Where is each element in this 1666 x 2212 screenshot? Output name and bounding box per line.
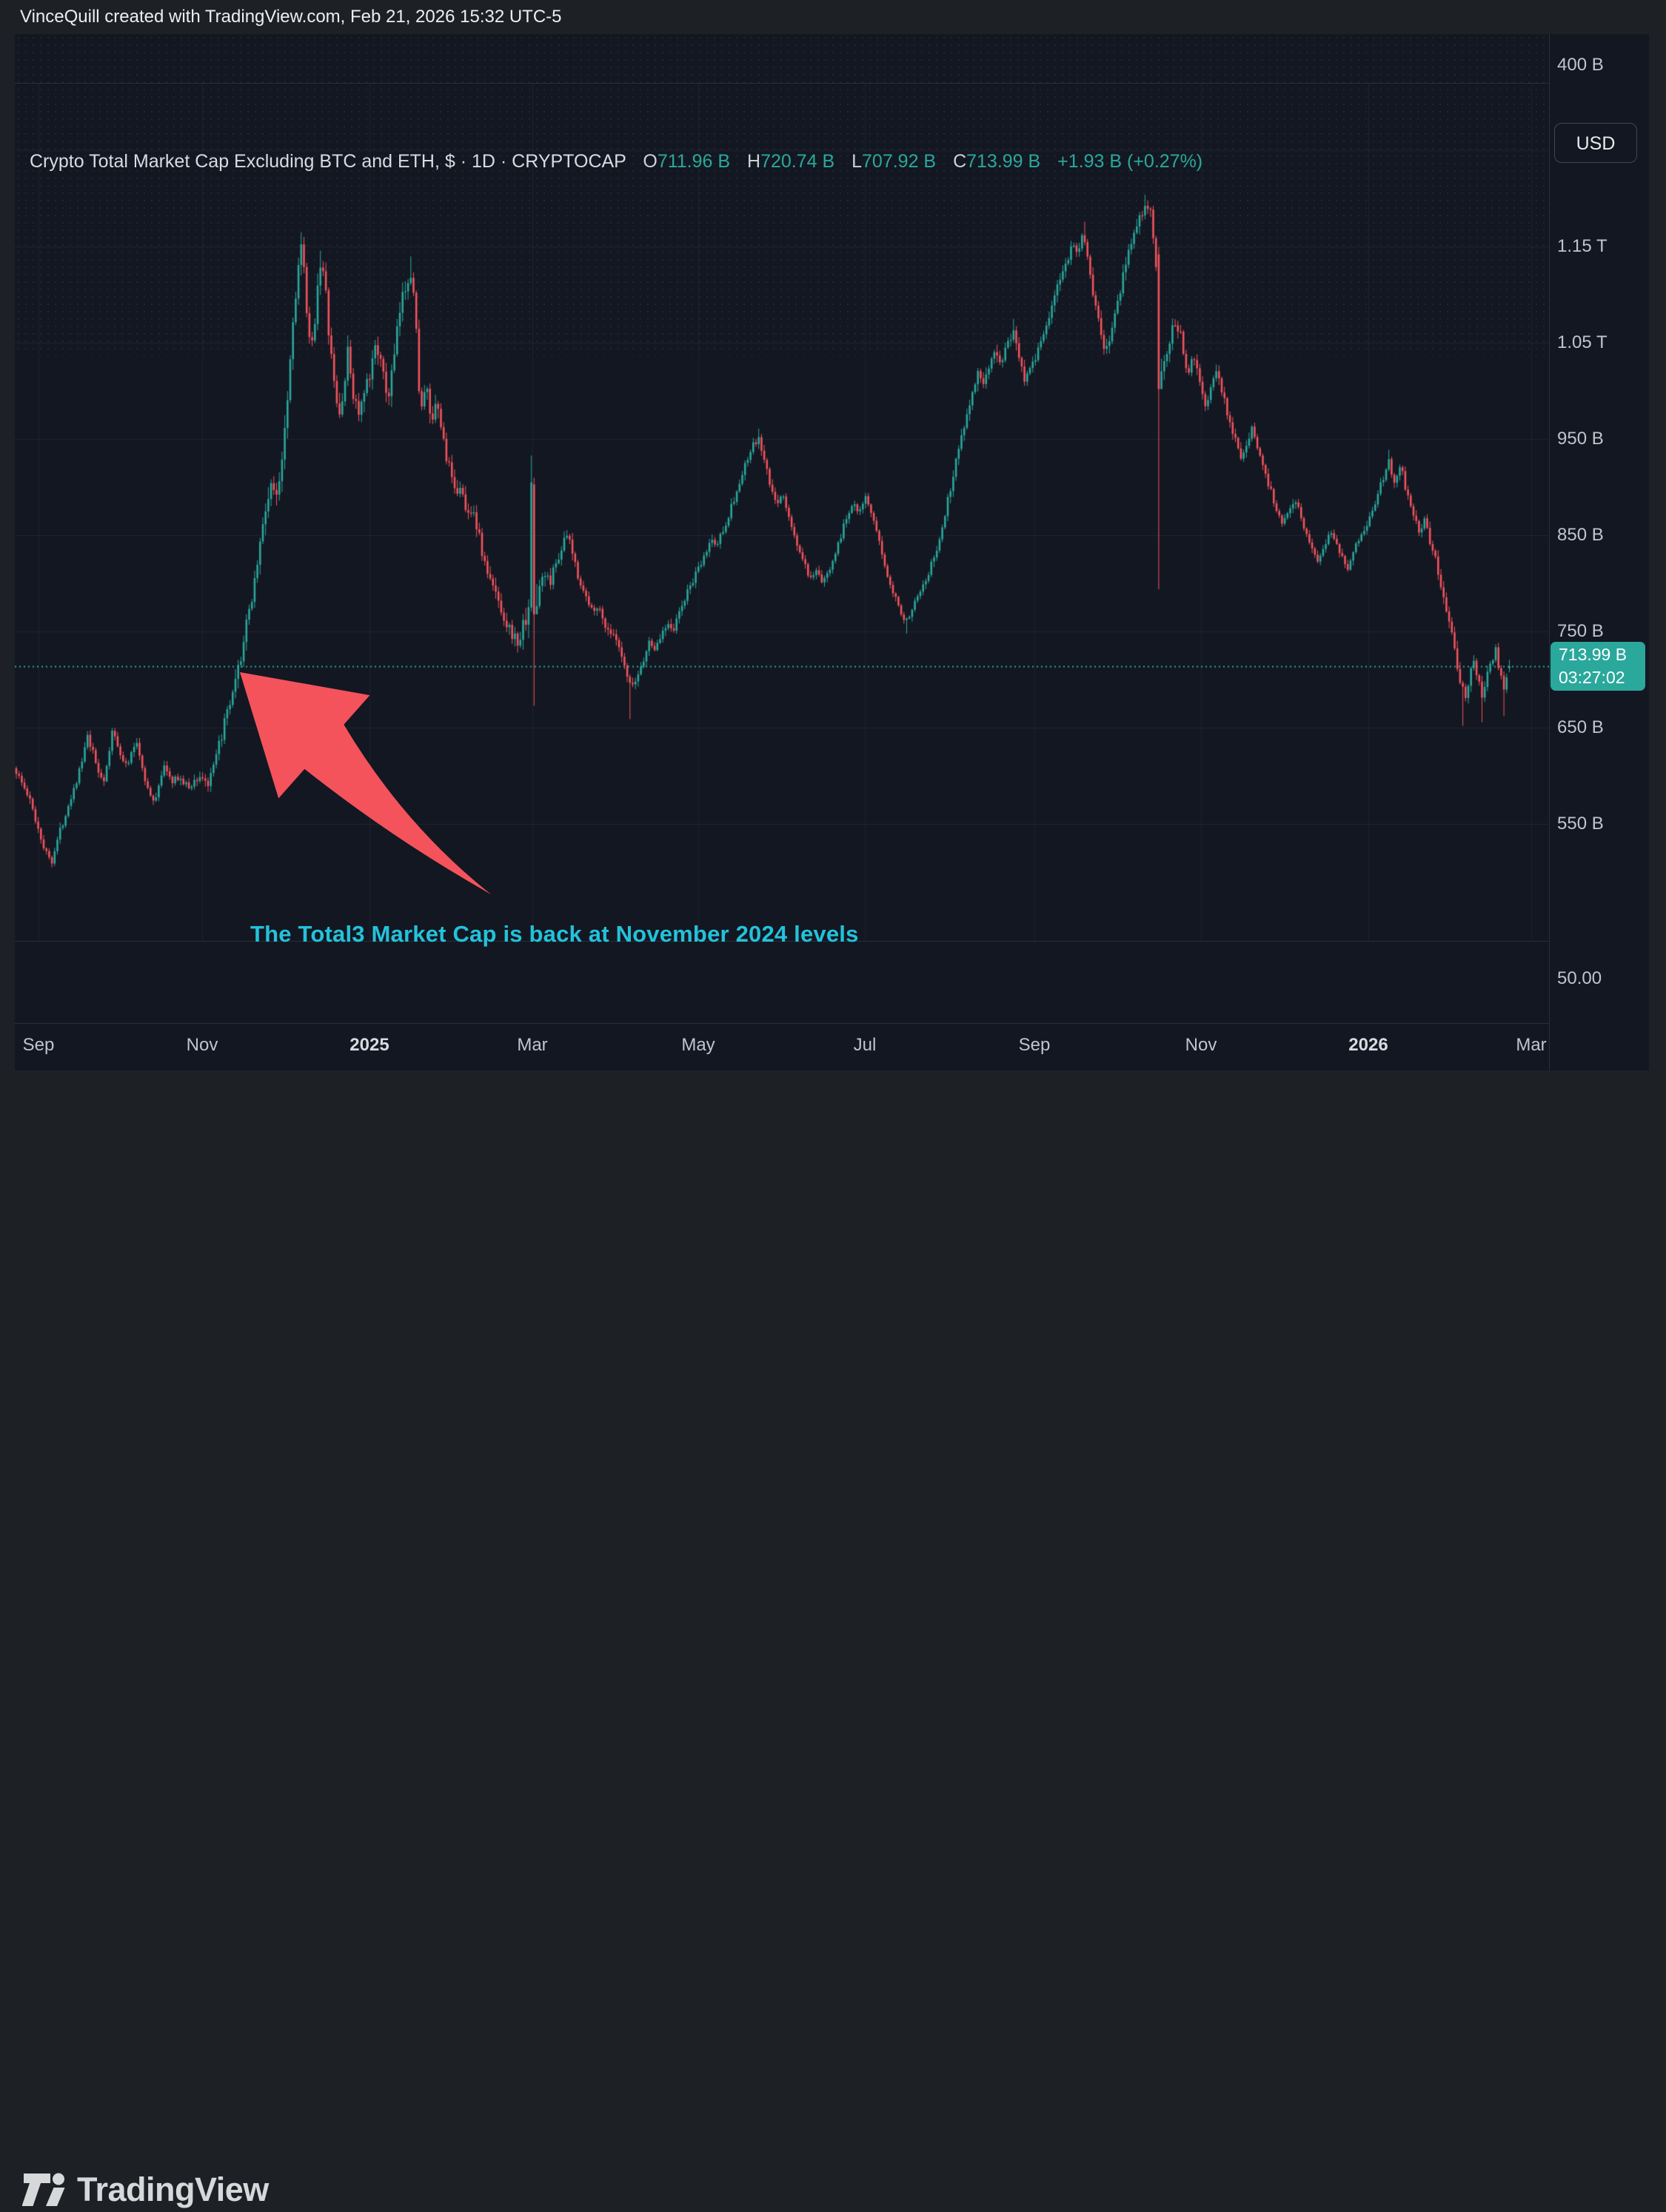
- time-axis-label: Nov: [1185, 1035, 1217, 1055]
- time-axis-separator: [15, 1023, 1549, 1024]
- symbol-legend-row[interactable]: Crypto Total Market Cap Excluding BTC an…: [30, 151, 1202, 172]
- header-bar: VinceQuill created with TradingView.com,…: [0, 0, 1666, 34]
- price-axis-border: [1549, 34, 1550, 1070]
- chart-widget: Crypto Total Market Cap Excluding BTC an…: [15, 34, 1649, 1070]
- time-axis-label: 2026: [1348, 1035, 1388, 1055]
- candlestick-canvas[interactable]: [15, 83, 1549, 941]
- tradingview-logo-text: TradingView: [77, 2171, 269, 2208]
- plot-area[interactable]: Crypto Total Market Cap Excluding BTC an…: [15, 34, 1549, 1070]
- close-label: C: [953, 151, 967, 172]
- low-label: L: [852, 151, 863, 172]
- footer-bar: TradingView: [0, 1070, 1666, 2208]
- price-axis-label: 1.05 T: [1557, 332, 1608, 353]
- time-axis-label: 2025: [349, 1035, 389, 1055]
- pane-separator-top[interactable]: [15, 83, 1549, 84]
- time-axis-label: Sep: [22, 1035, 55, 1055]
- high-label: H: [747, 151, 761, 172]
- price-axis-label: 650 B: [1557, 717, 1604, 738]
- time-axis-label: May: [681, 1035, 715, 1055]
- price-axis-label: 1.15 T: [1557, 236, 1608, 257]
- bar-countdown: 03:27:02: [1559, 668, 1625, 687]
- pane-bottom-axis-label: 50.00: [1557, 968, 1602, 988]
- price-axis-label: 950 B: [1557, 429, 1604, 449]
- price-axis-label: 550 B: [1557, 814, 1604, 834]
- time-axis-label: Nov: [186, 1035, 218, 1055]
- pane-separator-bottom[interactable]: [15, 941, 1549, 942]
- currency-usd-button[interactable]: USD: [1554, 123, 1637, 163]
- last-price-tag: 713.99 B 03:27:02: [1550, 642, 1645, 691]
- close-value: 713.99 B: [966, 151, 1041, 172]
- time-axis-label: Mar: [1516, 1035, 1547, 1055]
- time-axis-label: Jul: [853, 1035, 877, 1055]
- symbol-title[interactable]: Crypto Total Market Cap Excluding BTC an…: [30, 151, 626, 172]
- open-value: 711.96 B: [657, 151, 731, 172]
- open-label: O: [643, 151, 658, 172]
- low-value: 707.92 B: [862, 151, 937, 172]
- high-value: 720.74 B: [760, 151, 835, 172]
- pane-top-axis-label: 400 B: [1557, 55, 1604, 75]
- header-credit-text: VinceQuill created with TradingView.com,…: [20, 7, 562, 27]
- tradingview-logo[interactable]: TradingView: [22, 2168, 333, 2212]
- price-axis[interactable]: 400 B USD 1.15 T 1.05 T 950 B 850 B 750 B 650…: [1550, 34, 1649, 1070]
- annotation-text[interactable]: The Total3 Market Cap is back at Novembe…: [250, 921, 859, 947]
- price-axis-label: 750 B: [1557, 621, 1604, 642]
- price-axis-label: 850 B: [1557, 525, 1604, 546]
- time-axis-label: Sep: [1018, 1035, 1051, 1055]
- change-value: +1.93 B (+0.27%): [1057, 151, 1203, 172]
- time-axis-label: Mar: [517, 1035, 548, 1055]
- tradingview-logo-icon: [22, 2173, 65, 2206]
- last-price-value: 713.99 B: [1559, 645, 1627, 664]
